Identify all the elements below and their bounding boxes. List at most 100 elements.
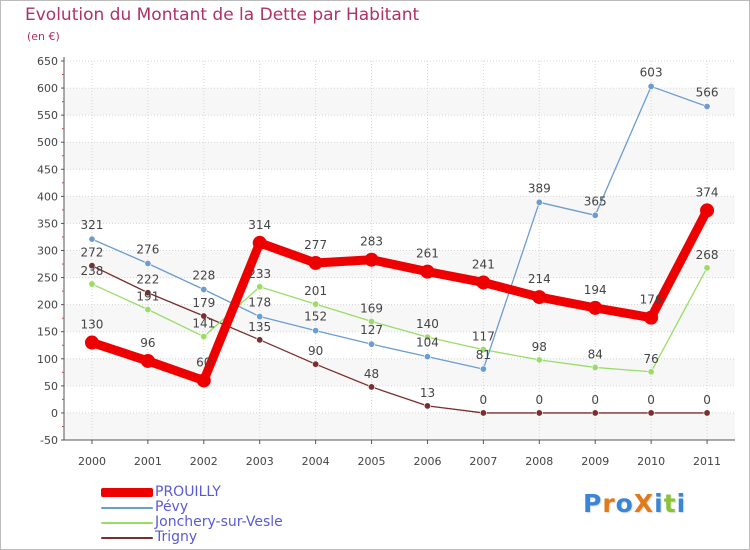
data-point-prouilly xyxy=(420,264,435,279)
data-point-prouilly xyxy=(252,235,267,250)
data-label-jonchery: 84 xyxy=(588,347,603,361)
data-point-pevy xyxy=(88,235,96,243)
y-tick-label: 300 xyxy=(37,245,58,258)
data-point-jonchery xyxy=(256,283,264,291)
data-label-prouilly: 241 xyxy=(472,257,495,271)
data-label-prouilly: 277 xyxy=(304,238,327,252)
data-point-prouilly xyxy=(140,353,155,368)
legend-item-prouilly: PROUILLY xyxy=(101,485,283,500)
data-point-pevy xyxy=(479,365,487,373)
data-point-jonchery xyxy=(144,306,152,314)
data-point-pevy xyxy=(256,313,264,321)
data-label-jonchery: 141 xyxy=(192,317,215,331)
x-tick-label: 2010 xyxy=(637,455,665,468)
data-point-trigny xyxy=(144,289,152,297)
data-label-pevy: 276 xyxy=(136,242,159,256)
data-label-trigny: 0 xyxy=(591,393,599,407)
x-tick-label: 2007 xyxy=(469,455,497,468)
data-point-pevy xyxy=(535,198,543,206)
data-label-trigny: 0 xyxy=(480,393,488,407)
data-label-pevy: 152 xyxy=(304,310,327,324)
data-label-pevy: 178 xyxy=(248,296,271,310)
data-point-prouilly xyxy=(476,275,491,290)
y-tick-label: 150 xyxy=(37,326,58,339)
legend-item-pevy: Pévy xyxy=(101,500,283,515)
data-point-trigny xyxy=(88,262,96,270)
series-line-pevy xyxy=(91,85,708,370)
data-point-jonchery xyxy=(479,346,487,354)
data-point-trigny xyxy=(591,409,599,417)
data-point-pevy xyxy=(368,340,376,348)
proxiti-logo: ProXiti xyxy=(583,489,687,518)
y-tick-label: 0 xyxy=(51,407,58,420)
legend-label-pevy: Pévy xyxy=(155,499,189,515)
data-point-pevy xyxy=(591,211,599,219)
x-tick-label: 2009 xyxy=(581,455,609,468)
data-label-jonchery: 201 xyxy=(304,284,327,298)
data-label-prouilly: 194 xyxy=(584,283,607,297)
data-point-trigny xyxy=(423,402,431,410)
x-tick-label: 2008 xyxy=(525,455,553,468)
data-label-pevy: 321 xyxy=(81,218,104,232)
data-label-prouilly: 60 xyxy=(196,355,211,369)
data-point-pevy xyxy=(423,353,431,361)
legend-item-trigny: Trigny xyxy=(101,530,283,545)
data-label-prouilly: 214 xyxy=(528,272,551,286)
data-point-pevy xyxy=(312,327,320,335)
data-point-jonchery xyxy=(591,363,599,371)
data-label-jonchery: 191 xyxy=(136,290,159,304)
data-label-pevy: 127 xyxy=(360,323,383,337)
data-point-pevy xyxy=(200,285,208,293)
data-label-trigny: 13 xyxy=(420,386,435,400)
legend-label-trigny: Trigny xyxy=(155,529,198,545)
x-tick-label: 2011 xyxy=(693,455,721,468)
x-tick-label: 2002 xyxy=(190,455,218,468)
data-point-prouilly xyxy=(84,335,99,350)
data-point-jonchery xyxy=(647,368,655,376)
y-tick-label: 100 xyxy=(37,353,58,366)
grid-band xyxy=(64,412,735,440)
y-tick-label: 600 xyxy=(37,82,58,95)
y-tick-label: 250 xyxy=(37,272,58,285)
data-label-pevy: 228 xyxy=(192,268,215,282)
data-point-trigny xyxy=(312,360,320,368)
y-tick-label: 350 xyxy=(37,217,58,230)
series-line-trigny xyxy=(91,265,708,414)
legend-label-prouilly: PROUILLY xyxy=(155,484,221,500)
legend-label-jonchery: Jonchery-sur-Vesle xyxy=(155,514,283,530)
data-label-prouilly: 374 xyxy=(696,185,719,199)
data-point-jonchery xyxy=(423,333,431,341)
y-tick-label: 550 xyxy=(37,109,58,122)
data-point-prouilly xyxy=(196,373,211,388)
data-label-prouilly: 176 xyxy=(640,293,663,307)
data-point-jonchery xyxy=(200,333,208,341)
data-label-trigny: 48 xyxy=(364,367,379,381)
x-tick-label: 2003 xyxy=(246,455,274,468)
data-label-jonchery: 169 xyxy=(360,301,383,315)
x-tick-label: 2000 xyxy=(78,455,106,468)
data-point-trigny xyxy=(256,336,264,344)
data-label-prouilly: 314 xyxy=(248,218,271,232)
data-point-prouilly xyxy=(364,252,379,267)
data-point-prouilly xyxy=(700,203,715,218)
x-tick-label: 2004 xyxy=(302,455,330,468)
y-tick-label: 450 xyxy=(37,163,58,176)
data-point-prouilly xyxy=(588,300,603,315)
data-point-prouilly xyxy=(532,290,547,305)
y-tick-label: 50 xyxy=(44,380,58,393)
data-label-pevy: 104 xyxy=(416,336,439,350)
data-point-trigny xyxy=(535,409,543,417)
data-label-pevy: 81 xyxy=(476,348,491,362)
data-point-pevy xyxy=(703,102,711,110)
data-point-jonchery xyxy=(312,300,320,308)
data-label-prouilly: 283 xyxy=(360,235,383,249)
y-tick-label: 500 xyxy=(37,136,58,149)
data-point-pevy xyxy=(144,259,152,267)
data-label-jonchery: 238 xyxy=(81,264,104,278)
data-label-pevy: 389 xyxy=(528,181,551,195)
chart-subtitle: (en €) xyxy=(27,30,60,43)
data-point-jonchery xyxy=(88,280,96,288)
grid-band xyxy=(64,88,735,116)
data-label-trigny: 0 xyxy=(535,393,543,407)
